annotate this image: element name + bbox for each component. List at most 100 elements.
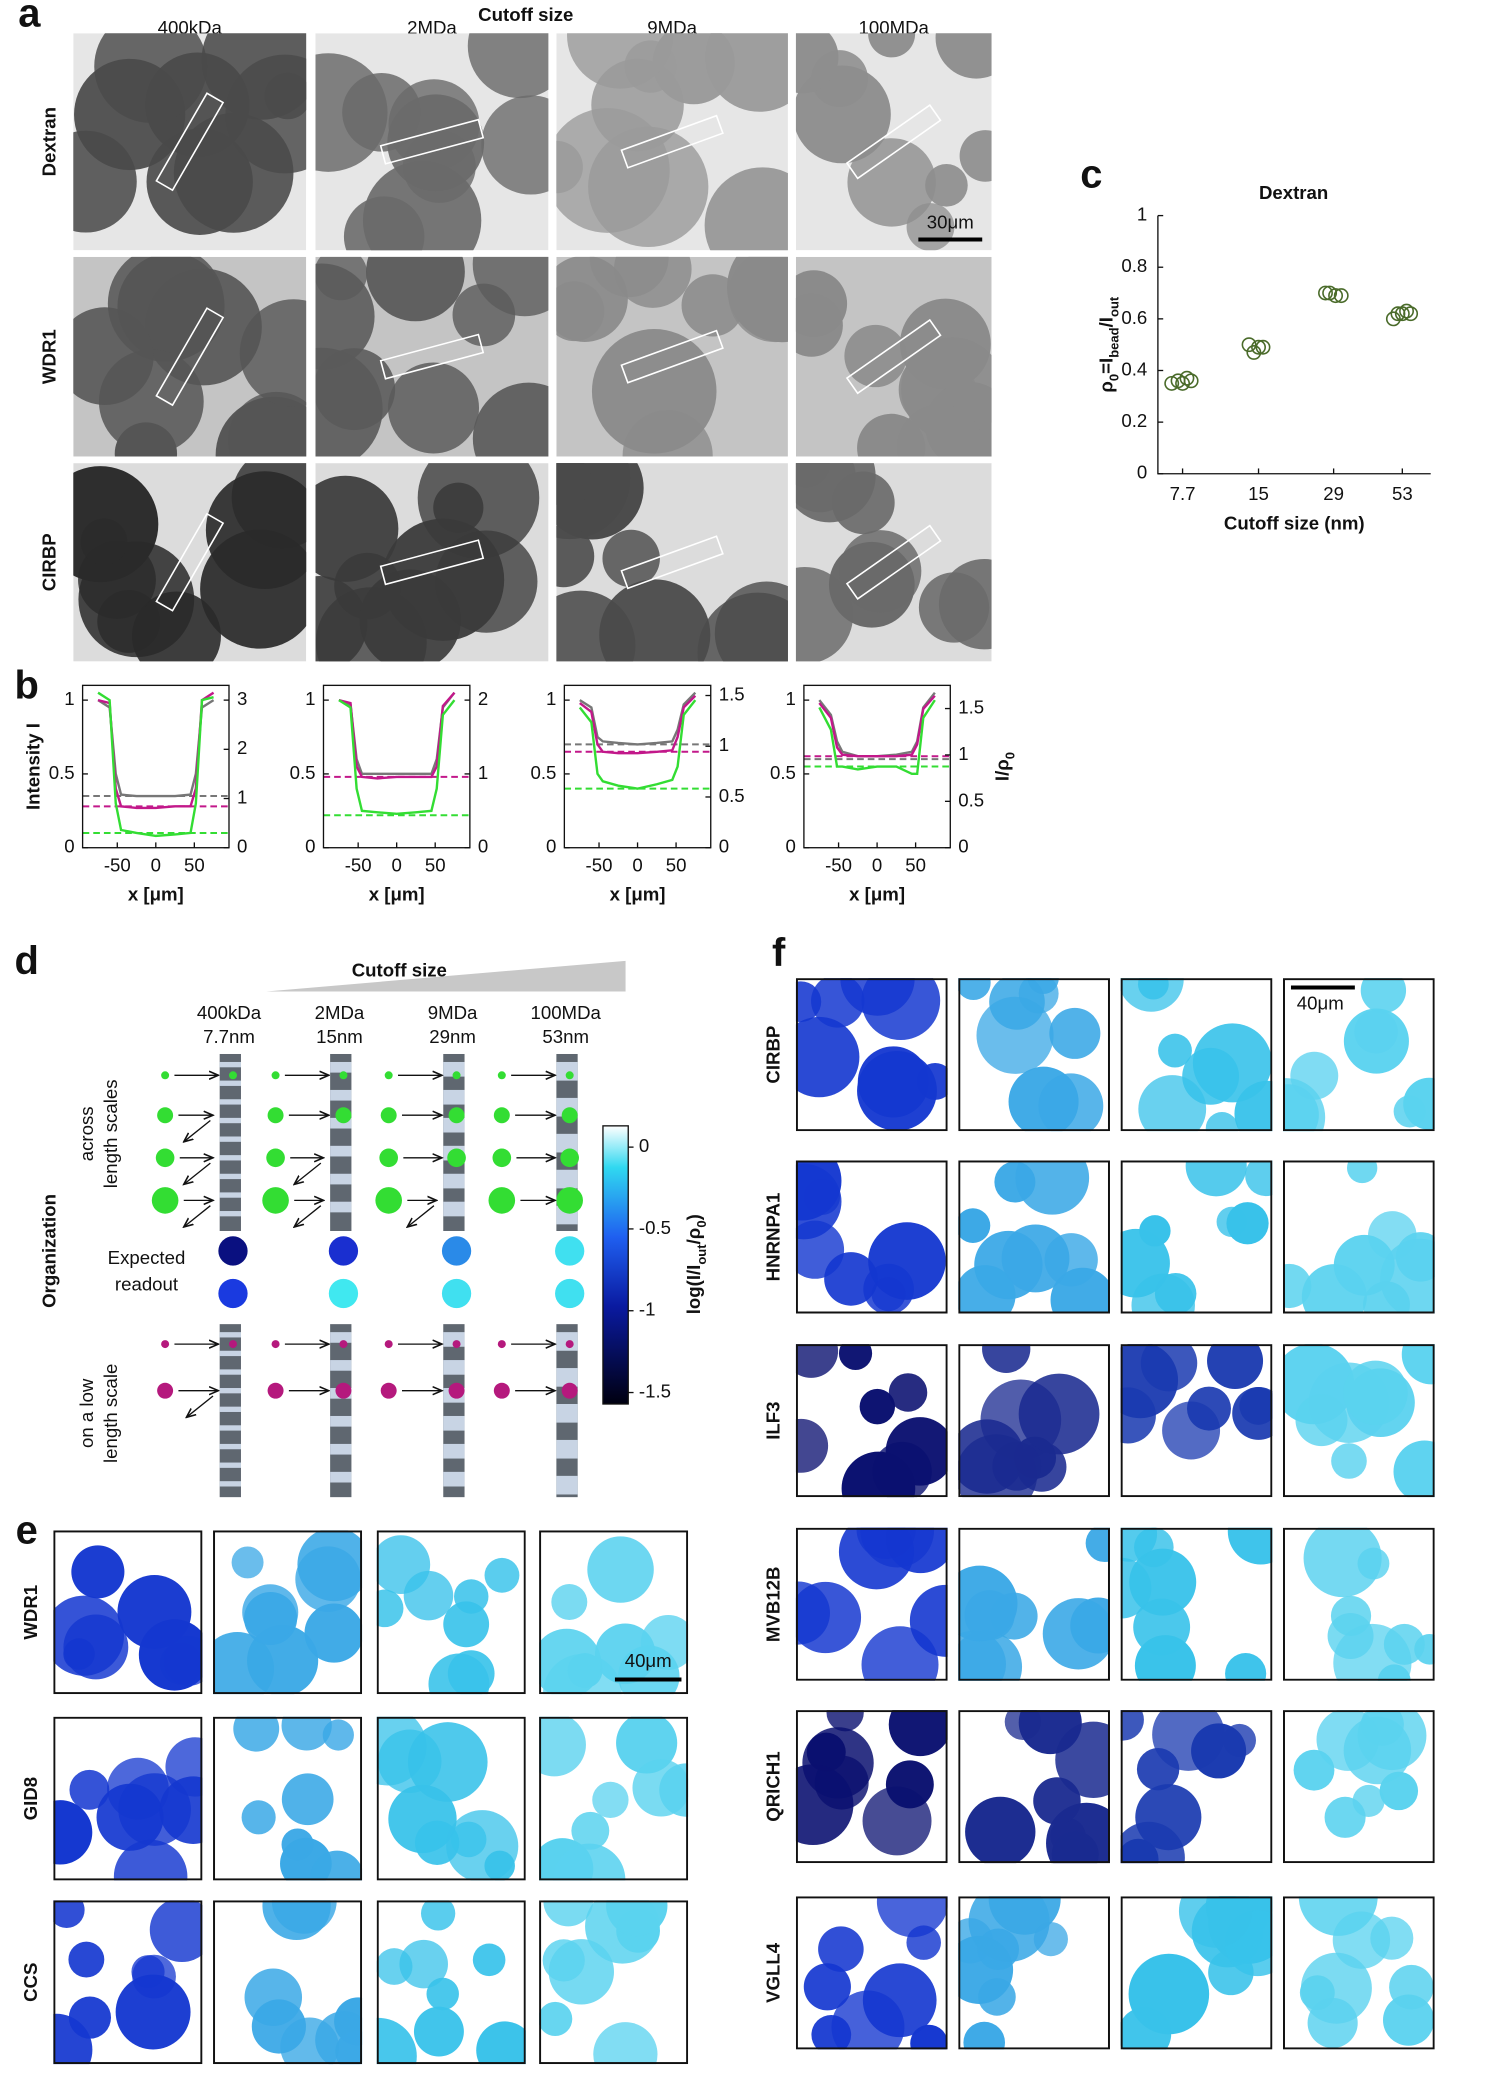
colorbar-label: log(I/Iout/ρ0) bbox=[683, 1214, 709, 1314]
probe bbox=[448, 1107, 465, 1124]
probe bbox=[267, 1107, 284, 1124]
droplet bbox=[68, 1996, 112, 2039]
probe bbox=[452, 1071, 461, 1080]
droplet bbox=[938, 559, 992, 650]
droplet bbox=[1128, 1953, 1210, 2035]
micrograph bbox=[958, 1527, 1110, 1681]
column-label: 2MDa bbox=[407, 17, 457, 38]
droplet bbox=[871, 1277, 906, 1312]
micrograph bbox=[73, 256, 307, 457]
droplet bbox=[539, 1716, 586, 1777]
droplet bbox=[387, 362, 480, 454]
pore bbox=[219, 1192, 241, 1198]
droplet bbox=[1138, 1075, 1207, 1132]
readout bbox=[441, 1278, 472, 1309]
profile-box bbox=[379, 539, 485, 586]
droplet bbox=[556, 463, 592, 507]
droplet bbox=[472, 382, 549, 457]
pore bbox=[556, 1475, 578, 1495]
micrograph bbox=[1120, 1527, 1273, 1681]
pore bbox=[330, 1201, 352, 1213]
micrograph bbox=[539, 1530, 689, 1695]
micrograph bbox=[1282, 1710, 1435, 1864]
micrograph-border bbox=[53, 1900, 203, 2065]
pore bbox=[556, 1368, 578, 1387]
y-tick-label: 1 bbox=[64, 688, 74, 709]
colorbar-tick-label: -1 bbox=[639, 1299, 656, 1320]
profile-box bbox=[155, 307, 225, 407]
micrograph bbox=[958, 1344, 1110, 1498]
droplet bbox=[1178, 1896, 1253, 1948]
micrograph bbox=[539, 1900, 689, 2065]
row-label: length scales bbox=[100, 1079, 121, 1188]
probe bbox=[452, 1340, 461, 1349]
droplet bbox=[704, 167, 788, 251]
droplet bbox=[958, 1565, 1018, 1642]
pore bbox=[219, 1462, 241, 1468]
profile-line bbox=[579, 694, 697, 755]
micrograph bbox=[1120, 1344, 1273, 1498]
droplet bbox=[859, 1388, 896, 1425]
droplet bbox=[295, 1546, 361, 1612]
droplet bbox=[359, 569, 461, 662]
droplet bbox=[795, 1016, 860, 1098]
droplet bbox=[1379, 1771, 1419, 1811]
panel-title: Cutoff size bbox=[478, 4, 573, 25]
droplet bbox=[1120, 1557, 1152, 1619]
probe bbox=[447, 1148, 466, 1168]
x-tick-label: -50 bbox=[586, 854, 613, 875]
data-point bbox=[1183, 373, 1199, 389]
droplet bbox=[551, 1584, 588, 1620]
probe bbox=[493, 1382, 510, 1399]
micrograph bbox=[795, 256, 992, 457]
row-label: MVB12B bbox=[763, 1566, 784, 1642]
y-axis-label: Intensity I bbox=[23, 723, 44, 810]
droplet bbox=[1331, 1443, 1367, 1479]
probe bbox=[157, 1107, 174, 1124]
droplet bbox=[407, 1722, 488, 1802]
droplet bbox=[1245, 1160, 1273, 1197]
micrograph-border bbox=[795, 1710, 948, 1864]
column-label: 100MDa bbox=[530, 1002, 601, 1023]
droplet bbox=[795, 1581, 830, 1645]
droplet bbox=[1333, 1234, 1395, 1296]
arrow bbox=[294, 1162, 322, 1184]
droplet bbox=[795, 293, 843, 357]
row-label: CIRBP bbox=[39, 533, 60, 591]
droplet bbox=[335, 2030, 363, 2065]
droplet bbox=[231, 1546, 264, 1579]
droplet bbox=[1120, 1710, 1144, 1741]
probe bbox=[497, 1071, 506, 1080]
profile-box bbox=[155, 92, 225, 192]
droplet bbox=[94, 33, 208, 123]
probe bbox=[492, 1148, 512, 1168]
profile-line bbox=[338, 691, 456, 780]
droplet bbox=[53, 1800, 93, 1865]
micrograph-border bbox=[1282, 1527, 1435, 1681]
droplet bbox=[1401, 1344, 1435, 1385]
droplet bbox=[228, 391, 307, 457]
droplet bbox=[1282, 1084, 1319, 1132]
profile-box bbox=[155, 512, 225, 612]
droplet bbox=[376, 2017, 417, 2065]
droplet bbox=[1324, 1796, 1366, 1838]
droplet bbox=[1226, 1202, 1269, 1245]
probe bbox=[384, 1071, 393, 1080]
pore bbox=[219, 1211, 241, 1217]
pore bbox=[556, 1133, 578, 1153]
x-tick-label: 7.7 bbox=[1170, 483, 1196, 504]
droplet bbox=[556, 525, 595, 588]
y-tick-label: 0.2 bbox=[1121, 410, 1147, 431]
droplet bbox=[414, 1820, 460, 1865]
row-label: CCS bbox=[20, 1963, 41, 2002]
droplet bbox=[239, 299, 307, 407]
droplet bbox=[1038, 1073, 1104, 1132]
arrow bbox=[184, 1120, 211, 1142]
pore bbox=[330, 1360, 352, 1371]
data-point bbox=[1246, 344, 1262, 360]
droplet bbox=[857, 1050, 937, 1131]
profile-line bbox=[578, 699, 697, 790]
micrograph bbox=[1282, 1344, 1435, 1498]
droplet bbox=[484, 1557, 520, 1593]
micrograph-border bbox=[539, 1716, 689, 1881]
